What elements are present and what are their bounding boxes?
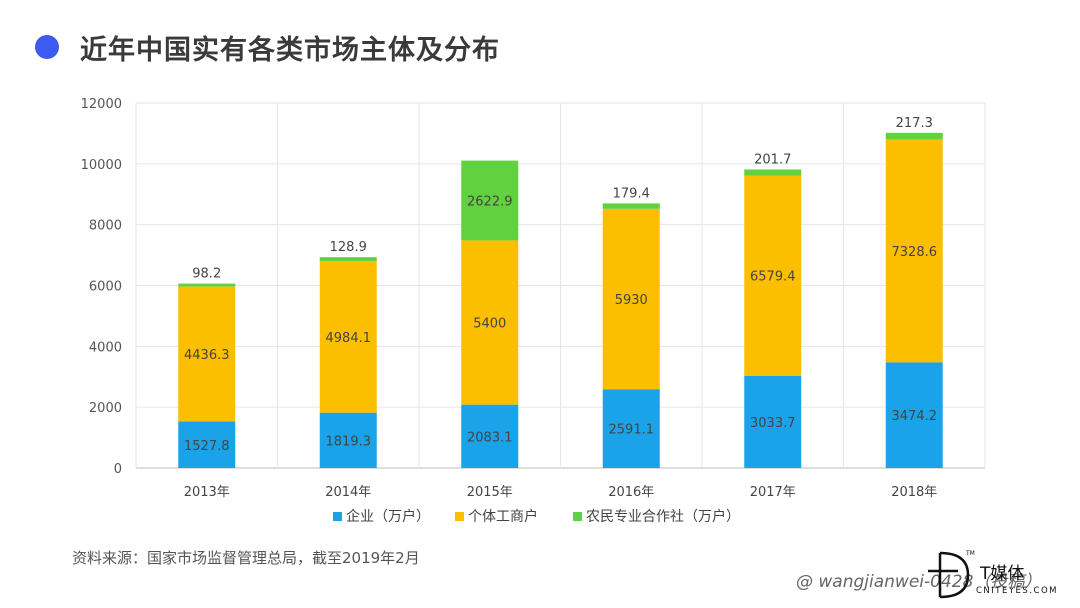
data-label: 2622.9 [467, 194, 513, 209]
legend-swatch [333, 512, 342, 521]
x-tick-label: 2015年 [467, 485, 513, 500]
y-tick-label: 4000 [89, 340, 122, 355]
svg-text:CNITEYES.COM: CNITEYES.COM [976, 586, 1058, 596]
bar-segment [461, 240, 519, 405]
bar-segment [602, 208, 660, 390]
bar-segment [319, 261, 377, 413]
bar-segment [885, 132, 943, 140]
x-tick-label: 2014年 [325, 485, 371, 500]
data-label: 4984.1 [326, 331, 372, 346]
x-tick-label: 2018年 [891, 485, 937, 500]
y-tick-label: 12000 [81, 97, 122, 112]
data-label: 1819.3 [326, 434, 372, 449]
data-label: 128.9 [330, 240, 367, 255]
x-tick-label: 2016年 [608, 485, 654, 500]
bar-segment [885, 139, 943, 363]
bar-segment [744, 175, 802, 376]
data-label: 2591.1 [609, 423, 655, 438]
bar-segment [178, 286, 236, 422]
data-label: 3033.7 [750, 416, 796, 431]
source-note: 资料来源：国家市场监督管理总局，截至2019年2月 [72, 549, 420, 567]
y-tick-label: 8000 [89, 219, 122, 234]
stacked-bar-chart: 0 2000 4000 6000 8000 10000 12000 1527.8 4436.3 9… [81, 97, 986, 525]
data-label: 217.3 [896, 116, 933, 131]
page-title: 近年中国实有各类市场主体及分布 [80, 35, 500, 66]
data-label: 3474.2 [892, 409, 938, 424]
data-label: 2083.1 [467, 430, 513, 445]
data-label: 201.7 [754, 152, 791, 167]
watermark-username: @ wangjianwei-0428（投稿） [796, 572, 1042, 592]
bar-segment [178, 421, 236, 468]
data-label: 7328.6 [892, 245, 938, 260]
y-tick-label: 10000 [81, 158, 122, 173]
x-tick-label: 2017年 [750, 485, 796, 500]
svg-text:TM: TM [965, 550, 975, 557]
bar-segment [602, 203, 660, 209]
data-label: 98.2 [192, 267, 221, 282]
legend-swatch [455, 512, 464, 521]
data-label: 179.4 [613, 186, 650, 201]
data-label: 1527.8 [184, 439, 230, 454]
media-logo-icon: TM T媒体 CNITEYES.COM [928, 550, 1058, 599]
bar-segment [319, 257, 377, 262]
data-label: 5930 [615, 293, 648, 308]
bar-segment [461, 160, 519, 241]
y-tick-label: 6000 [89, 280, 122, 295]
bar-segment [602, 389, 660, 468]
data-label: 5400 [473, 317, 506, 332]
y-tick-label: 0 [114, 462, 122, 477]
title-bullet-icon [35, 35, 59, 59]
bar-segment [461, 404, 519, 468]
bar-segment [885, 362, 943, 468]
data-label: 4436.3 [184, 348, 230, 363]
svg-text:T媒体: T媒体 [979, 564, 1024, 584]
y-tick-label: 2000 [89, 401, 122, 416]
legend-label: 农民专业合作社（万户） [586, 508, 740, 525]
bar-segment [744, 169, 802, 176]
legend-swatch [573, 512, 582, 521]
x-tick-label: 2013年 [184, 485, 230, 500]
bar-segment [319, 412, 377, 468]
data-label: 6579.4 [750, 270, 796, 285]
legend-label: 个体工商户 [468, 508, 538, 525]
bar-segment [744, 375, 802, 468]
bar-segment [178, 283, 236, 287]
legend-label: 企业（万户） [346, 508, 430, 525]
